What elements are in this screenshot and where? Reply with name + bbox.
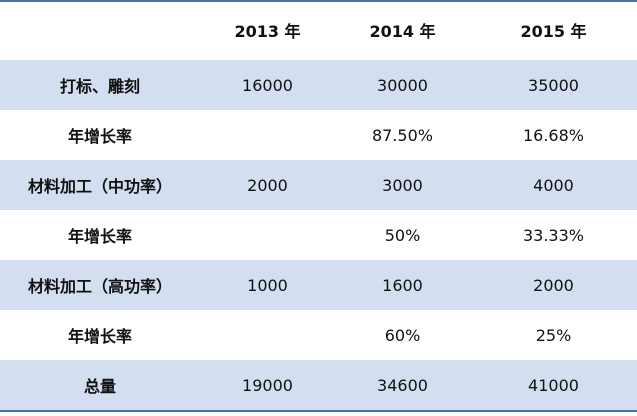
bottom-rule bbox=[0, 410, 637, 412]
value-cell: 41000 bbox=[528, 375, 579, 395]
value-cell: 16.68% bbox=[522, 125, 584, 145]
value-cell: 35000 bbox=[528, 75, 579, 95]
value-cell: 3000 bbox=[382, 175, 423, 195]
value-cell: 87.50% bbox=[371, 125, 433, 145]
value-cell: 25% bbox=[535, 325, 572, 345]
value-cell: 30000 bbox=[377, 75, 428, 95]
header-cell: 2014 年 bbox=[369, 22, 436, 41]
row-label: 材料加工（高功率） bbox=[27, 277, 172, 296]
value-cell: 60% bbox=[384, 325, 421, 345]
header-cell: 2015 年 bbox=[520, 22, 587, 41]
value-cell: 2000 bbox=[533, 275, 574, 295]
table-row: 年增长率 87.50% 16.68% bbox=[0, 110, 637, 160]
row-label: 年增长率 bbox=[67, 327, 132, 346]
table-row: 材料加工（中功率） 2000 3000 4000 bbox=[0, 160, 637, 210]
table-row: 材料加工（高功率） 1000 1600 2000 bbox=[0, 260, 637, 310]
row-label: 材料加工（中功率） bbox=[27, 177, 172, 196]
value-cell: 34600 bbox=[377, 375, 428, 395]
value-cell: 16000 bbox=[242, 75, 293, 95]
row-label: 打标、雕刻 bbox=[59, 77, 140, 96]
table-row: 年增长率 60% 25% bbox=[0, 310, 637, 360]
value-cell: 4000 bbox=[533, 175, 574, 195]
table-row: 年增长率 50% 33.33% bbox=[0, 210, 637, 260]
top-rule bbox=[0, 0, 637, 2]
header-row: 2013 年 2014 年 2015 年 bbox=[0, 0, 637, 60]
table-row: 总量 19000 34600 41000 bbox=[0, 360, 637, 410]
row-label: 年增长率 bbox=[67, 227, 132, 246]
row-label: 总量 bbox=[83, 377, 116, 396]
value-cell: 50% bbox=[384, 225, 421, 245]
value-cell: 19000 bbox=[242, 375, 293, 395]
table-row: 打标、雕刻 16000 30000 35000 bbox=[0, 60, 637, 110]
value-cell: 1000 bbox=[247, 275, 288, 295]
header-cell: 2013 年 bbox=[234, 22, 301, 41]
value-cell: 2000 bbox=[247, 175, 288, 195]
value-cell: 1600 bbox=[382, 275, 423, 295]
row-label: 年增长率 bbox=[67, 127, 132, 146]
value-cell: 33.33% bbox=[522, 225, 584, 245]
